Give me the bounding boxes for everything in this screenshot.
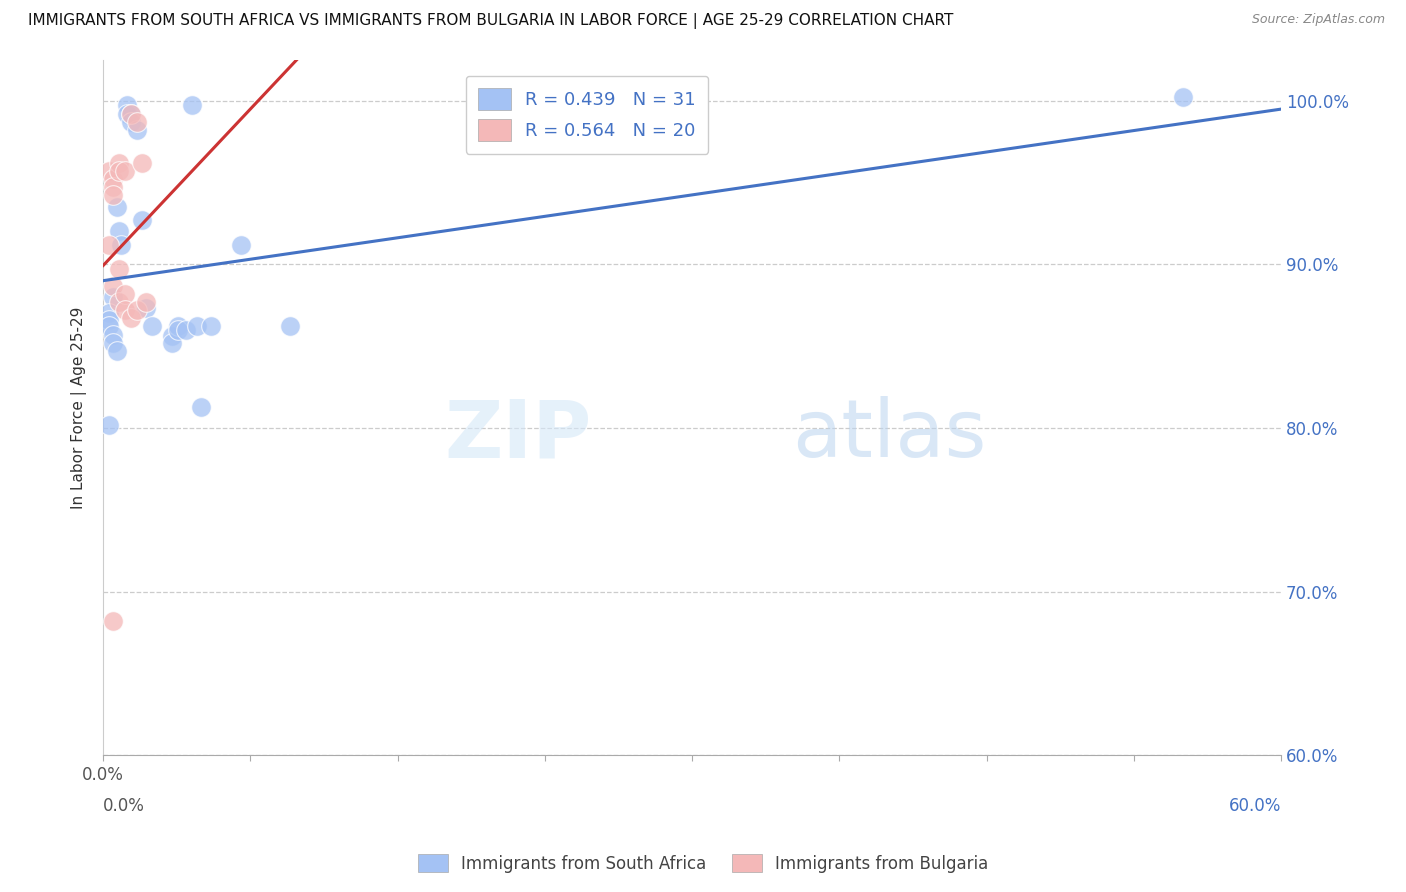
Point — [120, 311, 142, 326]
Point — [98, 306, 121, 320]
Point — [131, 213, 153, 227]
Point — [200, 319, 222, 334]
Point — [190, 400, 212, 414]
Point — [160, 335, 183, 350]
Point — [135, 294, 157, 309]
Point — [125, 115, 148, 129]
Point — [98, 417, 121, 432]
Text: 0.0%: 0.0% — [103, 797, 145, 815]
Point — [101, 180, 124, 194]
Point — [120, 115, 142, 129]
Point — [135, 301, 157, 316]
Point — [101, 278, 124, 293]
Point — [101, 327, 124, 342]
Point — [166, 323, 188, 337]
Point — [101, 172, 124, 186]
Point — [180, 98, 202, 112]
Point — [125, 303, 148, 318]
Point — [1171, 90, 1194, 104]
Point — [166, 319, 188, 334]
Point — [120, 106, 142, 120]
Text: 60.0%: 60.0% — [1229, 797, 1281, 815]
Point — [98, 237, 121, 252]
Legend: R = 0.439   N = 31, R = 0.564   N = 20: R = 0.439 N = 31, R = 0.564 N = 20 — [465, 76, 709, 154]
Y-axis label: In Labor Force | Age 25-29: In Labor Force | Age 25-29 — [72, 306, 87, 508]
Text: IMMIGRANTS FROM SOUTH AFRICA VS IMMIGRANTS FROM BULGARIA IN LABOR FORCE | AGE 25: IMMIGRANTS FROM SOUTH AFRICA VS IMMIGRAN… — [28, 13, 953, 29]
Point — [98, 319, 121, 334]
Point — [108, 262, 131, 277]
Text: ZIP: ZIP — [444, 396, 592, 475]
Point — [114, 164, 136, 178]
Point — [278, 319, 301, 334]
Point — [115, 106, 138, 120]
Point — [101, 335, 124, 350]
Point — [125, 123, 148, 137]
Point — [114, 303, 136, 318]
Point — [131, 155, 153, 169]
Point — [108, 294, 131, 309]
Point — [186, 319, 208, 334]
Point — [108, 164, 131, 178]
Point — [98, 164, 121, 178]
Legend: Immigrants from South Africa, Immigrants from Bulgaria: Immigrants from South Africa, Immigrants… — [411, 847, 995, 880]
Point — [114, 286, 136, 301]
Point — [105, 343, 128, 358]
Point — [229, 237, 252, 252]
Point — [174, 323, 197, 337]
Point — [141, 319, 163, 334]
Point — [98, 313, 121, 327]
Point — [120, 106, 142, 120]
Point — [108, 155, 131, 169]
Text: atlas: atlas — [792, 396, 987, 475]
Point — [108, 225, 131, 239]
Point — [105, 200, 128, 214]
Point — [101, 188, 124, 202]
Point — [101, 290, 124, 304]
Point — [115, 98, 138, 112]
Point — [101, 614, 124, 628]
Text: Source: ZipAtlas.com: Source: ZipAtlas.com — [1251, 13, 1385, 27]
Point — [110, 237, 132, 252]
Point — [160, 329, 183, 343]
